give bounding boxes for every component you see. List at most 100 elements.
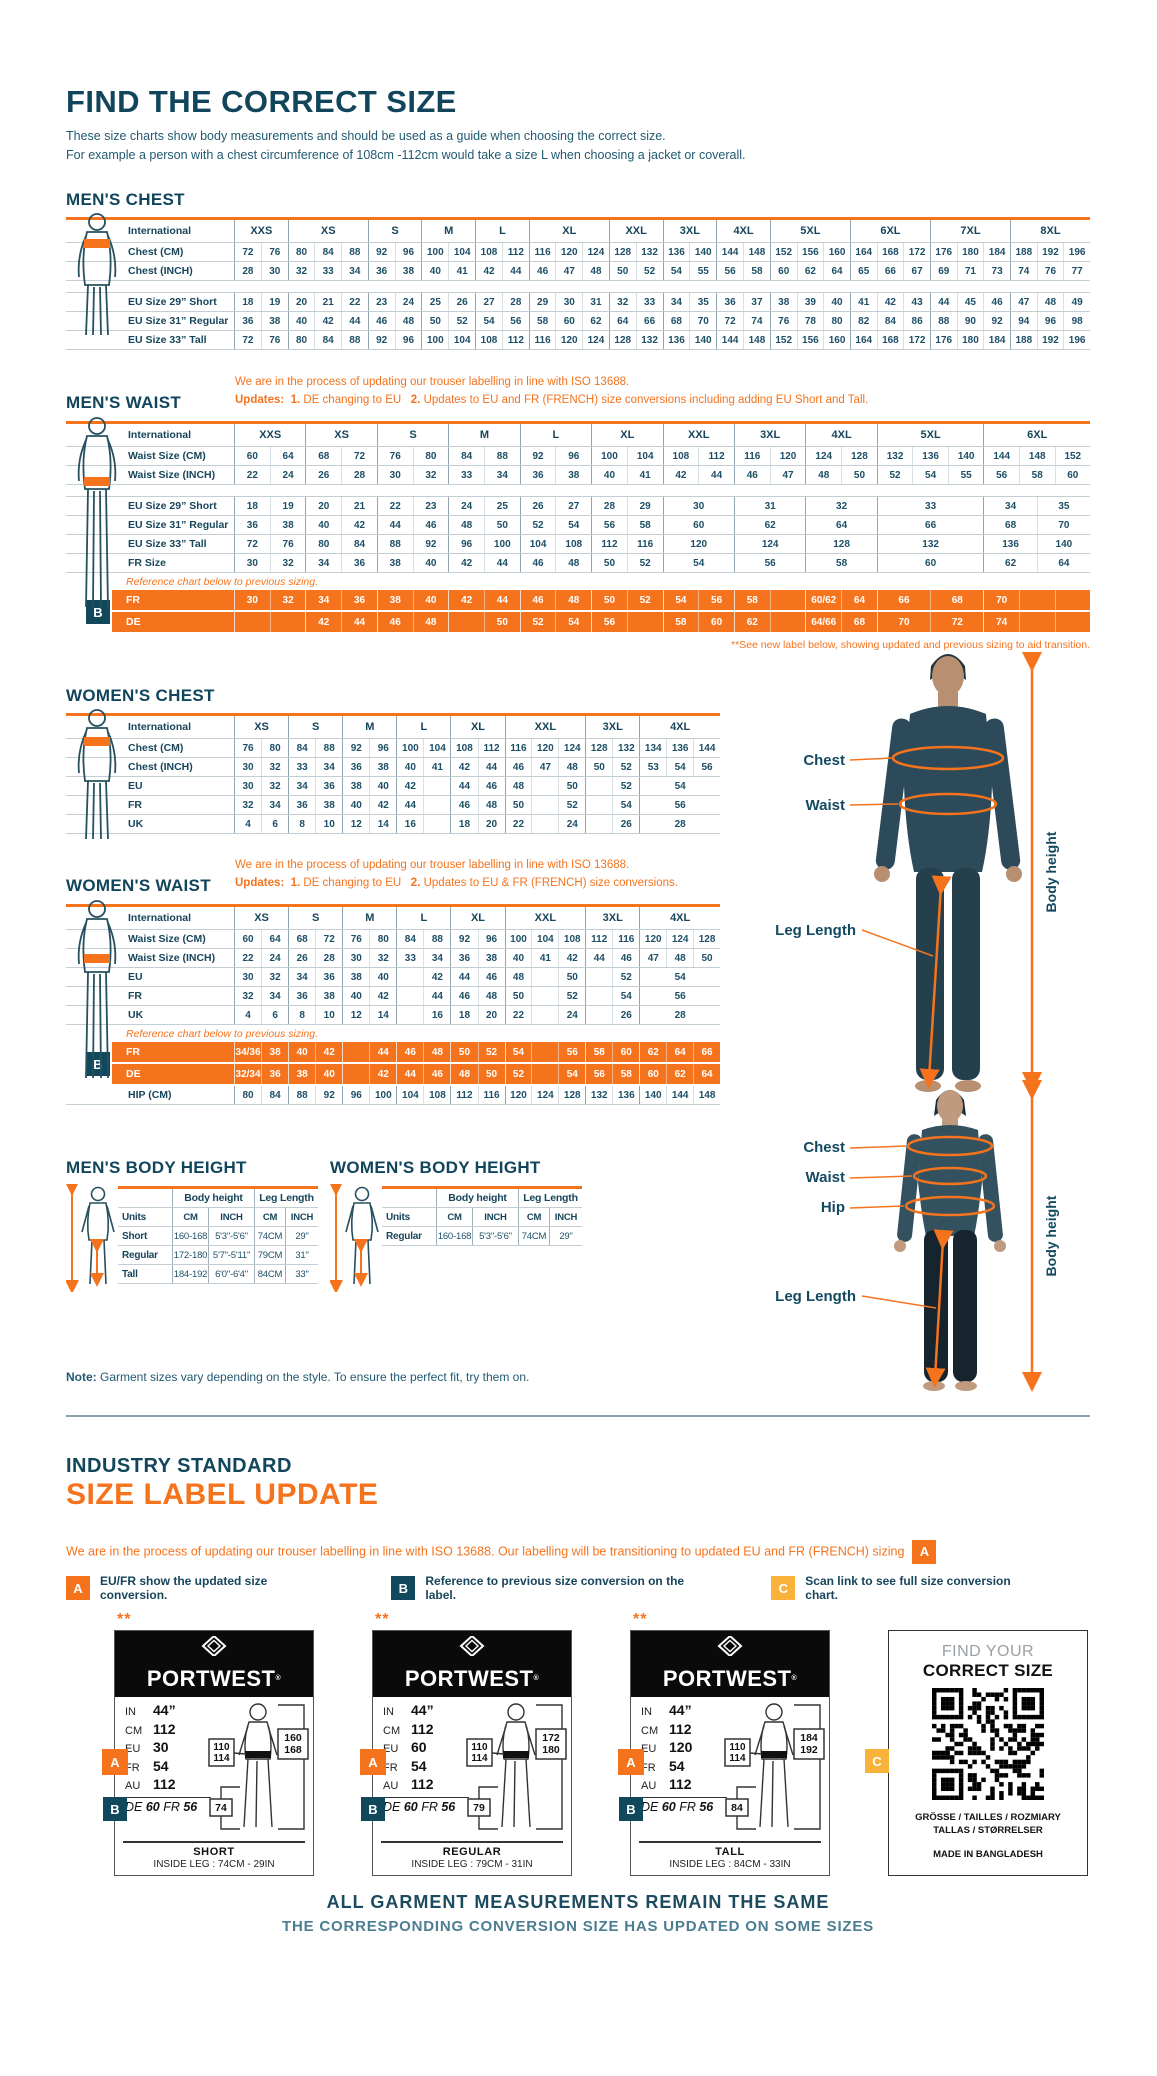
qr-size-card: C FIND YOUR CORRECT SIZE GRÖSSE / TAILLE… bbox=[865, 1630, 1088, 1876]
size-value: 108 bbox=[456, 742, 473, 754]
size-value: 52 bbox=[612, 968, 639, 986]
portwest-logo-text: PORTWEST® bbox=[146, 1666, 282, 1691]
size-value: 48 bbox=[555, 590, 591, 610]
size-value: 72 bbox=[315, 930, 342, 948]
size-value: 172 bbox=[903, 331, 930, 349]
size-value bbox=[343, 1042, 369, 1062]
table-row: Waist Size (CM) 60 64 68 72 76 80 84 88 92 96 100 10… bbox=[66, 447, 1090, 466]
size-value: 42 bbox=[423, 968, 450, 986]
size-group: 26 27 bbox=[519, 497, 591, 515]
size-value: 112 bbox=[477, 739, 505, 757]
size-value: 50 bbox=[477, 1064, 505, 1084]
size-value bbox=[397, 968, 423, 986]
size-value bbox=[586, 987, 612, 1005]
size-value: 34/36 bbox=[235, 1046, 261, 1058]
size-group: 54 bbox=[662, 554, 734, 572]
size-value: 52 bbox=[532, 519, 544, 531]
waist-label: Waist bbox=[806, 797, 845, 814]
size-value: 62 bbox=[1005, 557, 1017, 569]
size-column-header: XL bbox=[528, 220, 609, 242]
size-group: 100 104 bbox=[591, 447, 662, 465]
row-label: FR bbox=[126, 1046, 140, 1058]
size-value: 52 bbox=[612, 758, 639, 776]
measurement-row: EU 30 bbox=[125, 1739, 305, 1758]
size-group: 176 180 184 bbox=[929, 243, 1010, 261]
size-value: 37 bbox=[743, 293, 770, 311]
size-value: 92 bbox=[376, 246, 388, 258]
height-value: 31" bbox=[285, 1246, 318, 1264]
size-value: 164 bbox=[855, 334, 873, 346]
size-value: 29 bbox=[626, 497, 663, 515]
size-value: 19 bbox=[269, 497, 306, 515]
size-value: 45 bbox=[956, 293, 984, 311]
row-label: FR bbox=[128, 799, 142, 811]
measurement-row: IN 44” bbox=[383, 1702, 563, 1721]
inside-leg: INSIDE LEG : 74CM - 29IN bbox=[153, 1859, 275, 1870]
size-value: 14 bbox=[369, 815, 396, 833]
size-group: 30 32 bbox=[234, 777, 288, 795]
mens-body-height-section: MEN'S BODY HEIGHT Body height Leg Length U… bbox=[66, 1158, 318, 1292]
size-group: 84 88 bbox=[448, 447, 519, 465]
size-value: 140 bbox=[689, 243, 716, 261]
size-table: International XS S M L XL XXL 3XL 4XL Waist Size … bbox=[66, 904, 720, 1105]
size-value: 40 bbox=[512, 952, 525, 964]
size-group: 12 14 bbox=[342, 1006, 396, 1024]
row-label: EU bbox=[128, 971, 143, 983]
measurement-row: FR 54 bbox=[125, 1758, 305, 1777]
size-value: 62 bbox=[666, 1064, 693, 1084]
unit-cell: INCH bbox=[208, 1208, 254, 1226]
size-value: 40 bbox=[350, 799, 362, 811]
height-value: 160-168 bbox=[436, 1227, 472, 1245]
measurement-value: 112 bbox=[411, 1720, 434, 1737]
size-value: 156 bbox=[796, 243, 824, 261]
size-value: 80 bbox=[295, 334, 308, 346]
size-group: 40 42 bbox=[342, 987, 396, 1005]
table-gap bbox=[66, 281, 1090, 293]
row-label: Waist Size (INCH) bbox=[128, 952, 216, 964]
size-value: 128 bbox=[614, 246, 632, 258]
size-value: 33 bbox=[925, 500, 937, 512]
size-value: 44 bbox=[389, 519, 401, 531]
body-height-figure-icon2 bbox=[330, 1184, 379, 1292]
size-group: 44 46 bbox=[396, 1064, 450, 1084]
size-value: 65 bbox=[858, 265, 870, 277]
size-group: 60/62 64 bbox=[805, 590, 876, 610]
size-value: 90 bbox=[956, 312, 984, 330]
height-value: 79CM bbox=[254, 1246, 285, 1264]
badge-a-icon: A bbox=[912, 1540, 937, 1564]
table-row: EU Size 33” Tall 72 76 80 84 88 92 96 100 104 108 1… bbox=[66, 535, 1090, 554]
row-label: Waist Size (INCH) bbox=[128, 469, 216, 481]
size-group: 22 24 bbox=[504, 1006, 586, 1024]
size-group: 58 bbox=[805, 554, 876, 572]
size-value: 82 bbox=[858, 315, 870, 327]
size-group: 128 132 bbox=[585, 739, 639, 757]
size-value: 67 bbox=[903, 262, 930, 280]
size-value: 112 bbox=[601, 538, 618, 550]
size-value: 56 bbox=[674, 990, 686, 1002]
table-row: Chest (CM) 76 80 84 88 92 96 100 104 108 112 116 120… bbox=[66, 739, 720, 758]
size-value: 56 bbox=[693, 758, 720, 776]
size-group: 42 44 bbox=[448, 554, 519, 572]
size-group: 44 45 46 bbox=[929, 293, 1010, 311]
size-group: 62 bbox=[733, 516, 805, 534]
table-row: Tall 184-192 6'0"-6'4" 84CM 33" bbox=[118, 1265, 318, 1284]
size-group: 23 24 bbox=[367, 293, 422, 311]
size-column-header: XXL bbox=[504, 907, 586, 929]
size-value: 76 bbox=[260, 243, 288, 261]
size-value: 124 bbox=[582, 331, 609, 349]
legend-text: EU/FR show the updated size conversion. bbox=[100, 1574, 268, 1602]
height-value: 6'0"-6'4" bbox=[208, 1265, 254, 1283]
size-value: 128 bbox=[693, 930, 720, 948]
size-value: 38 bbox=[477, 949, 505, 967]
size-value bbox=[1018, 590, 1055, 610]
size-group: 112 116 bbox=[591, 535, 662, 553]
size-value: 46 bbox=[983, 293, 1010, 311]
size-group: 36 38 bbox=[367, 262, 422, 280]
table-row: Chest (INCH) 28 30 32 33 34 36 38 40 41 42 44 46 47 48… bbox=[66, 262, 1090, 281]
size-value: 134 bbox=[644, 742, 662, 754]
legend-text: Reference to previous size conversion on… bbox=[425, 1574, 685, 1602]
measurement-row: EU 120 bbox=[641, 1739, 821, 1758]
size-value: 30 bbox=[242, 761, 254, 773]
